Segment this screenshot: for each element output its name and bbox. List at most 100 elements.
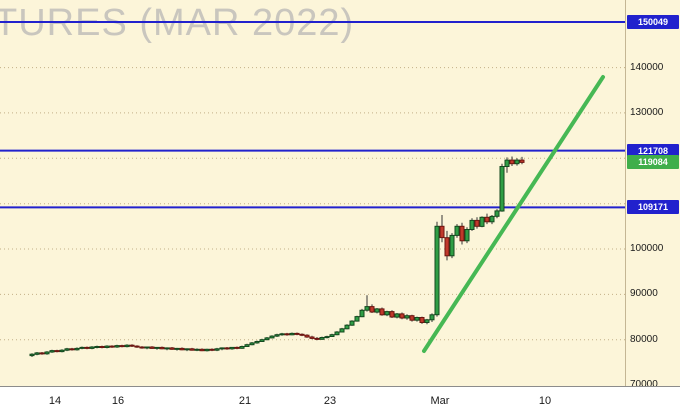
candle-body	[249, 342, 255, 346]
candle-body	[379, 308, 385, 316]
candle-body	[204, 348, 210, 352]
candle-body	[199, 348, 205, 352]
candle-body	[179, 347, 185, 351]
candle-body	[229, 346, 235, 350]
trendline[interactable]	[422, 75, 605, 353]
candle-body	[149, 346, 155, 349]
candle-body	[389, 311, 395, 318]
candle-body	[84, 346, 90, 349]
price-axis[interactable]: 140000 130000 100000 90000 80000 70000 150049 1…	[625, 0, 680, 390]
candle-body	[354, 316, 360, 322]
chart-background	[0, 0, 680, 386]
candle-body	[404, 315, 410, 319]
candle-body	[134, 345, 140, 348]
price-level-badge: 150049	[627, 15, 679, 29]
candle-body	[319, 337, 325, 340]
time-axis-label: 23	[323, 395, 337, 407]
candle-body	[439, 225, 445, 239]
candle-body	[74, 347, 80, 351]
candle-body	[174, 347, 180, 350]
candle-body	[364, 306, 370, 311]
candle-body	[289, 332, 295, 336]
time-axis-label: 10	[538, 395, 552, 407]
candle-body	[129, 344, 135, 347]
price-axis-label: 130000	[630, 106, 664, 118]
candle-body	[214, 348, 220, 351]
candle-body	[309, 336, 315, 339]
price-axis-label: 80000	[630, 333, 658, 345]
candle-body	[109, 345, 115, 348]
candle-body	[124, 344, 130, 348]
candle-body	[299, 333, 305, 336]
candle-body	[459, 225, 465, 242]
candle-body	[219, 347, 225, 350]
time-axis-label: 21	[238, 395, 252, 407]
candles-group	[29, 156, 525, 357]
candle-body	[269, 335, 275, 339]
candle-body	[94, 346, 100, 348]
candle-body	[169, 347, 175, 350]
candle-body	[469, 219, 475, 230]
candle-body	[399, 313, 405, 319]
candle-body	[159, 346, 165, 350]
candle-body	[519, 159, 525, 163]
candle-body	[39, 352, 45, 355]
gridlines-group	[0, 67, 625, 341]
candle-body	[479, 216, 485, 227]
candle-body	[429, 314, 435, 321]
candle-body	[324, 336, 330, 339]
candle-body	[329, 334, 335, 338]
candle-body	[474, 219, 480, 227]
candle-body	[244, 344, 250, 348]
candle-body	[104, 345, 110, 349]
price-level-badge: 121708	[627, 143, 679, 158]
candle-body	[279, 333, 285, 336]
candle-body	[59, 349, 65, 353]
candle-body	[34, 352, 40, 355]
candle-body	[449, 234, 455, 257]
candle-body	[29, 353, 35, 357]
candle-body	[114, 345, 120, 348]
candle-body	[119, 345, 125, 348]
candle-body	[89, 346, 95, 349]
candle-body	[454, 225, 460, 236]
candle-body	[239, 346, 245, 349]
candle-body	[369, 306, 375, 313]
price-axis-label: 140000	[630, 61, 664, 73]
candle-body	[234, 346, 240, 349]
candle-body	[209, 348, 215, 351]
time-axis-label: 16	[111, 395, 125, 407]
candle-body	[489, 215, 495, 223]
candle-body	[394, 313, 400, 318]
candle-body	[194, 348, 200, 351]
price-axis-label: 70000	[630, 379, 658, 391]
price-axis-label: 100000	[630, 243, 664, 255]
candle-body	[424, 319, 430, 323]
candle-body	[254, 341, 260, 344]
candle-body	[509, 159, 515, 165]
candle-body	[154, 346, 160, 349]
candle-body	[304, 334, 310, 338]
candle-body	[409, 315, 415, 321]
candle-body	[284, 333, 290, 336]
candle-body	[374, 308, 380, 313]
candle-body	[384, 311, 390, 316]
time-axis[interactable]: 14 16 21 23 Mar 10	[0, 386, 680, 416]
candle-body	[144, 346, 150, 349]
candle-body	[494, 210, 500, 217]
candle-body	[464, 229, 470, 242]
candle-body	[164, 347, 170, 350]
time-axis-label: Mar	[430, 395, 450, 407]
candle-body	[419, 317, 425, 323]
candle-body	[49, 350, 55, 353]
candle-body	[139, 346, 145, 349]
candle-body	[54, 350, 60, 353]
time-axis-label: 14	[48, 395, 62, 407]
candle-body	[339, 328, 345, 333]
candle-body	[504, 159, 510, 168]
candle-body	[484, 216, 490, 223]
candle-body	[314, 337, 320, 340]
candle-body	[414, 317, 420, 321]
